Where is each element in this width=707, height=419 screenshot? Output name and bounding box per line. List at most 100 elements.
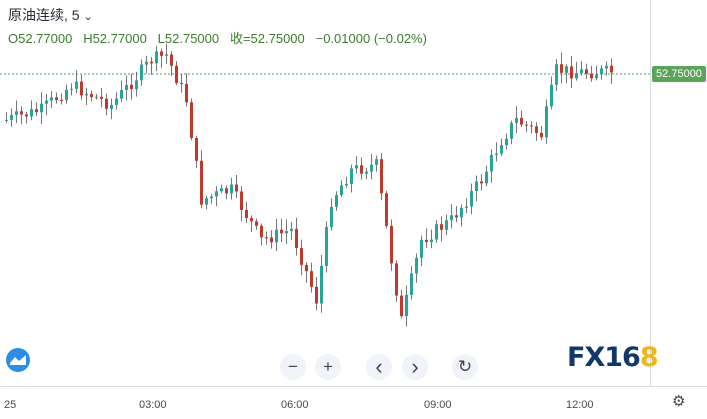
- brand-highlight: 8: [639, 342, 659, 373]
- candle: [490, 154, 493, 172]
- candle: [365, 171, 368, 174]
- time-axis[interactable]: 25 03:00 06:00 09:00 12:00: [0, 386, 707, 419]
- price-axis[interactable]: [650, 0, 707, 386]
- candle: [65, 89, 68, 101]
- candle: [45, 100, 48, 104]
- candle: [500, 145, 503, 154]
- candlestick-series: [0, 43, 650, 327]
- open-value: O52.77000: [8, 31, 73, 46]
- candle: [335, 194, 338, 207]
- candle: [285, 231, 288, 234]
- candle: [340, 185, 343, 195]
- candle: [520, 117, 523, 125]
- candle: [385, 193, 388, 226]
- candle: [225, 188, 228, 194]
- candle: [290, 228, 293, 232]
- candle: [250, 218, 253, 222]
- candle: [50, 97, 53, 101]
- candle: [435, 224, 438, 240]
- candle: [140, 64, 143, 81]
- candle: [325, 227, 328, 266]
- candle: [185, 83, 188, 103]
- time-tick: 12:00: [566, 399, 594, 411]
- candle: [425, 239, 428, 243]
- candle: [505, 138, 508, 146]
- candle: [35, 109, 38, 113]
- candle: [555, 64, 558, 85]
- candle: [5, 119, 8, 121]
- zoom-out-button[interactable]: −: [280, 354, 306, 380]
- candle: [330, 206, 333, 228]
- change-value: −0.01000 (−0.02%): [315, 31, 427, 46]
- plus-icon: +: [323, 357, 333, 376]
- candle: [300, 248, 303, 265]
- scroll-left-button[interactable]: ‹: [366, 354, 392, 380]
- candle: [145, 61, 148, 65]
- scroll-right-button[interactable]: ›: [402, 354, 428, 380]
- time-tick: 09:00: [424, 399, 452, 411]
- candle: [190, 102, 193, 138]
- candle: [580, 69, 583, 73]
- candle: [170, 54, 173, 66]
- candle: [345, 183, 348, 186]
- candle: [605, 65, 608, 69]
- symbol-label[interactable]: 原油连续, 5: [8, 7, 80, 23]
- chart-legend: 原油连续, 5 ⌄ O52.77000 H52.77000 L52.75000 …: [8, 4, 427, 50]
- candle: [195, 137, 198, 161]
- candle: [100, 96, 103, 99]
- candle: [205, 198, 208, 205]
- candle: [315, 286, 318, 304]
- candle: [90, 93, 93, 98]
- tradingview-logo-icon[interactable]: [6, 348, 30, 372]
- price-chart[interactable]: [0, 0, 650, 386]
- candle: [40, 103, 43, 113]
- low-value: L52.75000: [157, 31, 220, 46]
- candle: [255, 221, 258, 226]
- candle: [130, 84, 133, 90]
- candle: [215, 191, 218, 197]
- candle: [175, 65, 178, 84]
- reset-chart-button[interactable]: ↻: [452, 354, 478, 380]
- candle: [495, 153, 498, 155]
- candle: [460, 207, 463, 218]
- candle: [265, 237, 268, 239]
- candle: [560, 64, 563, 73]
- candle: [420, 239, 423, 258]
- candle: [525, 124, 528, 126]
- gear-icon[interactable]: ⚙: [672, 393, 686, 410]
- candle: [395, 263, 398, 296]
- reset-icon: ↻: [457, 357, 473, 376]
- candle: [220, 188, 223, 192]
- candle: [150, 61, 153, 64]
- candle: [15, 111, 18, 115]
- candle: [110, 104, 113, 109]
- candle: [410, 273, 413, 295]
- candle: [180, 83, 183, 85]
- candle: [70, 88, 73, 90]
- candle: [155, 51, 158, 64]
- high-value: H52.77000: [83, 31, 147, 46]
- candle: [240, 191, 243, 211]
- candle: [470, 191, 473, 207]
- candle: [305, 264, 308, 272]
- zoom-in-button[interactable]: +: [315, 354, 341, 380]
- candle: [360, 165, 363, 174]
- candle: [10, 114, 13, 120]
- candle: [295, 228, 298, 249]
- candle: [245, 210, 248, 219]
- candle: [480, 181, 483, 184]
- candle: [260, 225, 263, 238]
- chevron-down-icon[interactable]: ⌄: [83, 11, 93, 23]
- candle: [540, 132, 543, 138]
- candle: [120, 90, 123, 99]
- candle: [370, 164, 373, 172]
- brand-logo: FX168: [567, 342, 659, 374]
- time-tick: 25: [4, 399, 17, 411]
- candle: [85, 93, 88, 96]
- candle: [375, 159, 378, 165]
- candle: [575, 72, 578, 79]
- candle: [445, 220, 448, 230]
- candle: [380, 159, 383, 194]
- candle: [210, 196, 213, 199]
- brand-text: FX16: [567, 342, 641, 373]
